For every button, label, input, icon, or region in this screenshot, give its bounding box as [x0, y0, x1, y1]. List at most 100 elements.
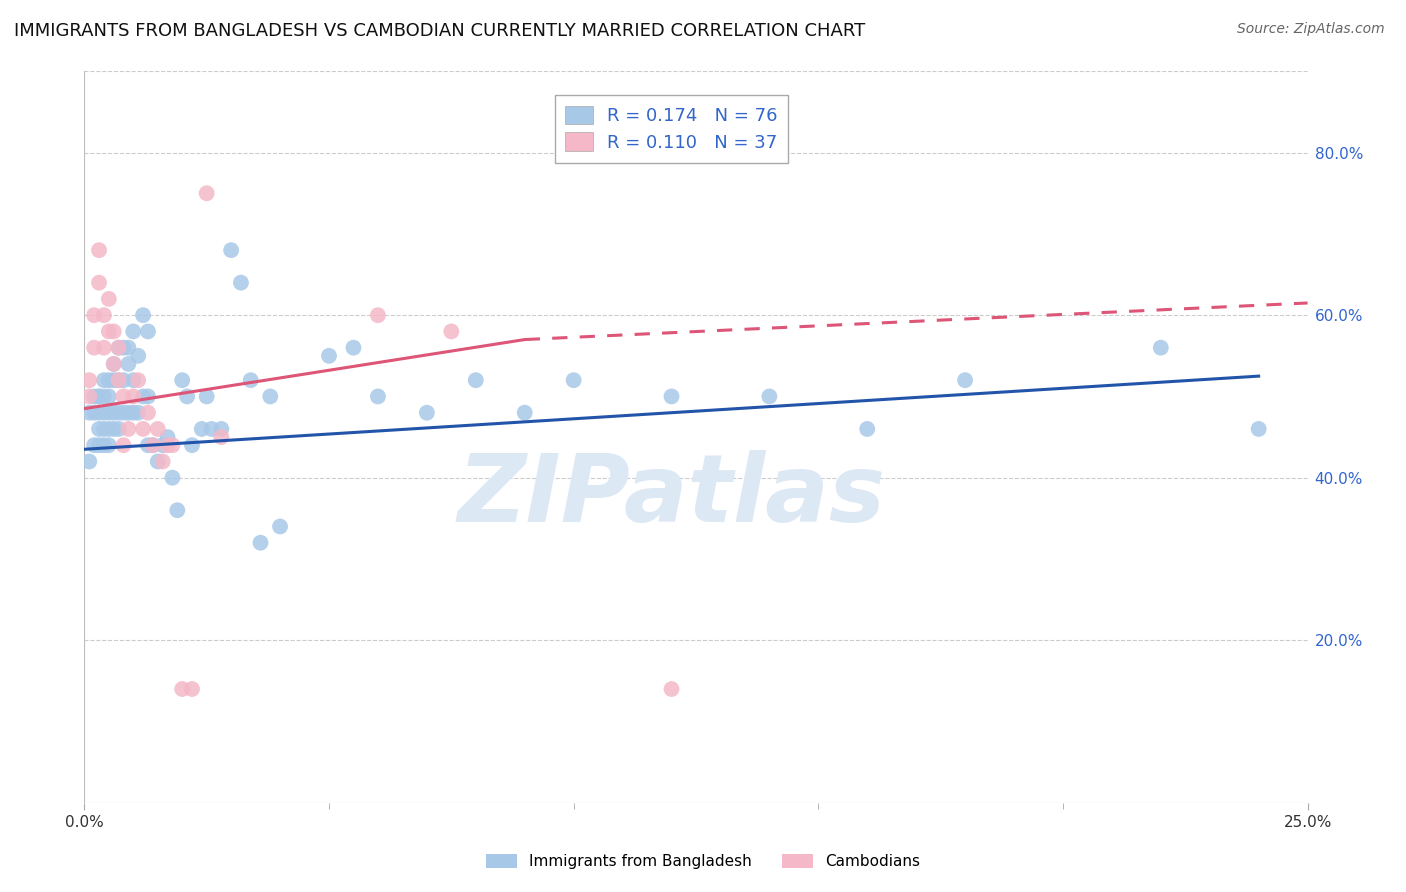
Point [367, 308, 389, 322]
Point [239, 373, 262, 387]
Point [93, 389, 115, 403]
Point [83, 341, 105, 355]
Point [176, 389, 198, 403]
Point [440, 325, 463, 339]
Point [127, 406, 149, 420]
Point [166, 503, 188, 517]
Point [219, 243, 242, 257]
Point [162, 438, 184, 452]
Point [209, 422, 232, 436]
Point [136, 406, 159, 420]
Point [1150, 341, 1173, 355]
Point [416, 406, 439, 420]
Point [191, 422, 214, 436]
Point [107, 373, 129, 387]
Point [103, 406, 125, 420]
Point [87, 243, 110, 257]
Point [122, 406, 145, 420]
Legend: Immigrants from Bangladesh, Cambodians: Immigrants from Bangladesh, Cambodians [479, 848, 927, 875]
Point [93, 406, 115, 420]
Point [132, 308, 155, 322]
Point [136, 438, 159, 452]
Point [97, 422, 120, 436]
Point [93, 373, 115, 387]
Point [112, 438, 135, 452]
Point [107, 422, 129, 436]
Point [152, 438, 174, 452]
Point [953, 373, 976, 387]
Point [856, 422, 879, 436]
Point [97, 292, 120, 306]
Point [181, 438, 204, 452]
Point [513, 406, 536, 420]
Point [93, 308, 115, 322]
Point [172, 681, 194, 696]
Point [103, 357, 125, 371]
Point [152, 454, 174, 468]
Point [156, 430, 179, 444]
Point [103, 357, 125, 371]
Point [107, 341, 129, 355]
Point [87, 389, 110, 403]
Point [97, 389, 120, 403]
Point [342, 341, 364, 355]
Point [93, 341, 115, 355]
Point [132, 389, 155, 403]
Point [229, 276, 252, 290]
Point [77, 389, 100, 403]
Point [661, 681, 683, 696]
Point [181, 681, 204, 696]
Point [142, 438, 165, 452]
Point [146, 454, 169, 468]
Point [97, 438, 120, 452]
Point [132, 422, 155, 436]
Point [661, 389, 683, 403]
Point [318, 349, 340, 363]
Point [83, 406, 105, 420]
Point [172, 373, 194, 387]
Point [367, 389, 389, 403]
Point [269, 519, 291, 533]
Point [112, 341, 135, 355]
Point [77, 406, 100, 420]
Point [162, 471, 184, 485]
Point [156, 438, 179, 452]
Point [77, 373, 100, 387]
Point [112, 389, 135, 403]
Legend: R = 0.174   N = 76, R = 0.110   N = 37: R = 0.174 N = 76, R = 0.110 N = 37 [554, 95, 789, 162]
Point [122, 373, 145, 387]
Point [107, 341, 129, 355]
Point [122, 325, 145, 339]
Point [1247, 422, 1270, 436]
Point [195, 389, 218, 403]
Point [259, 389, 281, 403]
Point [136, 389, 159, 403]
Point [758, 389, 780, 403]
Point [209, 430, 232, 444]
Point [122, 389, 145, 403]
Point [200, 422, 222, 436]
Point [87, 438, 110, 452]
Point [97, 406, 120, 420]
Point [249, 535, 271, 549]
Point [117, 422, 139, 436]
Text: Source: ZipAtlas.com: Source: ZipAtlas.com [1237, 22, 1385, 37]
Point [77, 454, 100, 468]
Point [97, 373, 120, 387]
Text: ZIPatlas: ZIPatlas [457, 450, 886, 541]
Point [112, 406, 135, 420]
Point [562, 373, 585, 387]
Text: IMMIGRANTS FROM BANGLADESH VS CAMBODIAN CURRENTLY MARRIED CORRELATION CHART: IMMIGRANTS FROM BANGLADESH VS CAMBODIAN … [14, 22, 865, 40]
Point [83, 389, 105, 403]
Point [83, 438, 105, 452]
Point [87, 276, 110, 290]
Point [103, 373, 125, 387]
Point [112, 373, 135, 387]
Point [87, 406, 110, 420]
Point [107, 406, 129, 420]
Point [464, 373, 486, 387]
Point [127, 373, 149, 387]
Point [87, 389, 110, 403]
Point [117, 341, 139, 355]
Point [117, 357, 139, 371]
